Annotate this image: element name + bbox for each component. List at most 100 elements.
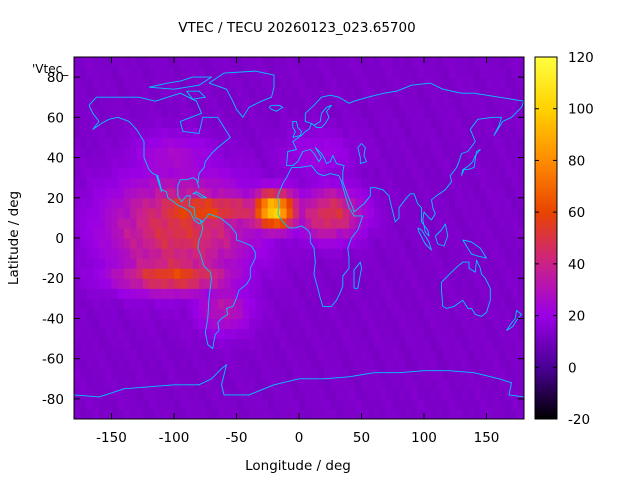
coast-south-america [197, 213, 256, 350]
heatmap-cell [386, 328, 394, 340]
heatmap-cell [130, 77, 138, 88]
heatmap-cell [305, 368, 313, 380]
heatmap-cell [99, 127, 106, 139]
heatmap-cell [436, 137, 444, 149]
heatmap-cell [261, 57, 269, 68]
heatmap-cell [174, 268, 181, 279]
heatmap-cell [99, 258, 106, 269]
heatmap-cell [242, 157, 250, 169]
heatmap-cell [399, 288, 406, 299]
heatmap-cell [392, 187, 400, 199]
heatmap-cell [392, 127, 400, 139]
heatmap-cell [336, 167, 344, 179]
heatmap-cell [292, 238, 300, 249]
heatmap-cell [455, 187, 463, 199]
heatmap-cell [74, 57, 81, 68]
heatmap-cell [80, 398, 88, 410]
heatmap-cell [324, 177, 331, 189]
heatmap-cell [161, 217, 169, 229]
heatmap-cell [192, 328, 200, 340]
heatmap-cell [111, 298, 119, 309]
heatmap-cell [399, 87, 406, 98]
heatmap-cell [342, 87, 350, 98]
heatmap-cell [492, 268, 500, 279]
heatmap-cell [367, 227, 375, 239]
heatmap-cell [180, 97, 188, 108]
heatmap-cell [436, 368, 444, 380]
heatmap-cell [361, 137, 369, 149]
heatmap-cell [286, 388, 294, 400]
heatmap-cell [349, 167, 356, 179]
heatmap-cell [167, 67, 175, 78]
heatmap-cell [92, 227, 100, 239]
heatmap-cell [117, 238, 125, 249]
heatmap-cell [149, 127, 156, 139]
heatmap-cell [436, 57, 444, 68]
heatmap-cell [236, 298, 244, 309]
heatmap-cell [274, 388, 281, 400]
heatmap-cell [342, 328, 350, 340]
heatmap-cell [405, 288, 413, 299]
heatmap-cell [305, 227, 313, 239]
heatmap-cell [374, 368, 381, 380]
heatmap-cell [99, 378, 106, 390]
heatmap-cell [292, 268, 300, 279]
heatmap-cell [486, 127, 494, 139]
heatmap-cell [161, 227, 169, 239]
heatmap-cell [392, 137, 400, 149]
heatmap-cell [130, 57, 138, 68]
heatmap-cell [92, 127, 100, 139]
heatmap-cell [430, 258, 438, 269]
heatmap-cell [349, 368, 356, 380]
heatmap-cell [461, 288, 469, 299]
heatmap-cell [186, 77, 194, 88]
coast-borneo [434, 223, 449, 247]
heatmap-cell [486, 167, 494, 179]
heatmap-cell [236, 177, 244, 189]
heatmap-cell [417, 258, 425, 269]
heatmap-cell [249, 318, 256, 330]
heatmap-cell [374, 97, 381, 108]
heatmap-cell [361, 67, 369, 78]
heatmap-cell [161, 77, 169, 88]
heatmap-cell [399, 107, 406, 118]
heatmap-cell [236, 278, 244, 289]
heatmap-cell [492, 117, 500, 128]
heatmap-cell [174, 318, 181, 330]
heatmap-cell [386, 388, 394, 400]
heatmap-cell [330, 278, 338, 289]
heatmap-cell [499, 67, 506, 78]
heatmap-cell [199, 258, 206, 269]
heatmap-cell [361, 157, 369, 169]
heatmap-cell [92, 308, 100, 320]
heatmap-cell [174, 368, 181, 380]
heatmap-cell [505, 378, 513, 390]
heatmap-cell [286, 318, 294, 330]
heatmap-cell [455, 388, 463, 400]
heatmap-cell [105, 197, 113, 209]
heatmap-cell [217, 207, 225, 219]
heatmap-cell [211, 298, 219, 309]
heatmap-cell [230, 268, 238, 279]
heatmap-cell [324, 348, 331, 360]
heatmap-cell [155, 227, 163, 239]
heatmap-cell [411, 328, 419, 340]
heatmap-cell [217, 348, 225, 360]
heatmap-cell [161, 127, 169, 139]
heatmap-cell [242, 358, 250, 370]
heatmap-cell [242, 368, 250, 380]
heatmap-cell [242, 298, 250, 309]
heatmap-cell [161, 137, 169, 149]
heatmap-cell [180, 358, 188, 370]
heatmap-cell [374, 388, 381, 400]
heatmap-cell [105, 97, 113, 108]
heatmap-cell [174, 227, 181, 239]
heatmap-cell [399, 227, 406, 239]
heatmap-cell [442, 268, 450, 279]
heatmap-cell [492, 67, 500, 78]
heatmap-cell [230, 157, 238, 169]
heatmap-cell [455, 258, 463, 269]
heatmap-cell [417, 358, 425, 370]
heatmap-cell [205, 328, 213, 340]
heatmap-cell [249, 177, 256, 189]
